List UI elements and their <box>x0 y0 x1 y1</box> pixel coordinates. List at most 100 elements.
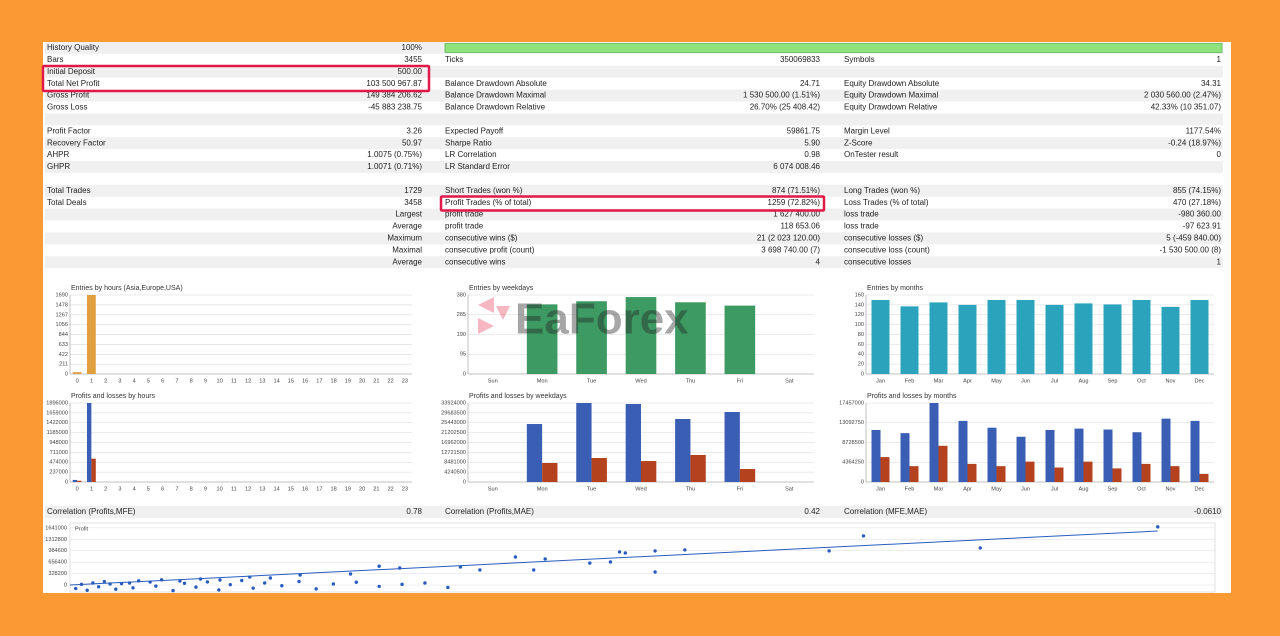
y-tick-label: 474000 <box>49 460 68 466</box>
bar <box>675 419 691 482</box>
row-value: 0.42 <box>804 507 820 516</box>
scatter-point <box>131 586 135 590</box>
row-value: 4 <box>816 257 821 266</box>
y-tick-label: 1422000 <box>46 420 68 426</box>
bar <box>86 295 96 374</box>
y-tick-label: 1056 <box>56 322 68 328</box>
row-value: 1729 <box>404 186 422 195</box>
row-label: LR Standard Error <box>445 162 510 171</box>
row-value: 0 <box>1217 150 1222 159</box>
row-label: Profit Trades (% of total) <box>445 198 532 207</box>
y-tick-label: 8481000 <box>444 460 466 466</box>
row-label: consecutive profit (count) <box>445 245 535 254</box>
x-tick-label: Jan <box>876 486 885 492</box>
highlight-box <box>439 195 826 212</box>
row-value: 1.0075 (0.75%) <box>367 150 422 159</box>
row-label: Profit Factor <box>47 126 91 135</box>
y-tick-label: 8728500 <box>842 440 864 446</box>
x-tick-label: Apr <box>963 378 972 384</box>
row-background <box>45 161 1223 173</box>
scatter-point <box>194 585 198 589</box>
bar <box>625 297 657 374</box>
x-tick-label: Wed <box>635 486 646 492</box>
scatter-point <box>348 572 353 576</box>
x-tick-label: 10 <box>217 378 223 384</box>
row-value: 3 698 740.00 (7) <box>761 245 820 254</box>
scatter-point <box>240 578 244 583</box>
bar <box>739 469 756 482</box>
scatter-point <box>171 588 175 593</box>
y-tick-label: 1690 <box>56 292 68 298</box>
x-tick-label: 3 <box>118 378 121 384</box>
x-tick-label: 5 <box>147 486 150 492</box>
scatter-point <box>861 534 866 538</box>
y-tick-label: 4364250 <box>842 460 864 466</box>
y-tick-label: 1659000 <box>46 410 68 416</box>
x-tick-label: Oct <box>1137 486 1146 492</box>
row-background <box>45 184 1223 197</box>
x-tick-label: 23 <box>402 486 408 492</box>
scatter-point <box>102 579 107 584</box>
y-tick-label: 1312800 <box>45 537 67 543</box>
bar <box>86 403 92 482</box>
row-label: Correlation (Profits,MAE) <box>445 507 534 516</box>
x-tick-label: 10 <box>217 486 223 492</box>
row-label: LR Correlation <box>445 150 497 159</box>
bar <box>929 403 939 482</box>
x-tick-label: Tue <box>587 378 596 384</box>
x-tick-label: 15 <box>288 378 294 384</box>
row-value: -45 883 238.75 <box>368 103 422 112</box>
y-tick-label: 95 <box>460 352 466 358</box>
y-tick-label: 80 <box>858 332 864 338</box>
row-value: 500.00 <box>398 67 423 76</box>
bar <box>576 301 607 374</box>
chart-title: Profits and losses by months <box>867 393 957 400</box>
x-tick-label: Fri <box>737 486 744 492</box>
x-tick-label: 19 <box>345 486 351 492</box>
x-tick-label: 20 <box>359 378 365 384</box>
x-tick-label: Sun <box>488 486 498 492</box>
row-value: 34.31 <box>1201 79 1222 88</box>
y-tick-label: 1478 <box>56 302 68 308</box>
y-tick-label: 1185000 <box>47 430 68 436</box>
row-value: 5 (-459 840.00) <box>1166 234 1221 243</box>
bar <box>1199 473 1209 482</box>
x-tick-label: Wed <box>635 378 646 384</box>
row-label: profit trade <box>445 222 484 231</box>
scatter-point <box>314 587 318 591</box>
scatter-point <box>297 579 301 584</box>
scatter-point <box>96 585 101 589</box>
row-background <box>45 89 1223 102</box>
scatter-point <box>251 586 255 590</box>
row-background <box>45 256 1223 269</box>
x-tick-label: 5 <box>147 378 150 384</box>
y-tick-label: 25443000 <box>441 420 466 426</box>
row-value: 0.78 <box>406 507 422 516</box>
scatter-point <box>400 582 404 587</box>
x-tick-label: Sep <box>1108 486 1118 492</box>
y-tick-label: 211 <box>59 362 68 368</box>
y-tick-label: 29683500 <box>441 410 466 416</box>
scatter-point <box>532 568 536 572</box>
highlight-box <box>41 64 431 93</box>
bar <box>958 304 977 374</box>
bar <box>526 424 543 482</box>
x-tick-label: 14 <box>274 486 280 492</box>
row-value: 5.90 <box>804 138 820 147</box>
row-label: Total Net Profit <box>47 79 100 88</box>
chart-title: Profits and losses by hours <box>71 393 156 400</box>
row-label: Initial Deposit <box>47 67 96 76</box>
row-value: 2 030 560.00 (2.47%) <box>1144 91 1221 100</box>
x-tick-label: 4 <box>133 486 136 492</box>
bar <box>72 372 82 374</box>
row-label: History Quality <box>47 43 99 52</box>
scatter-point <box>478 568 482 572</box>
scatter-point <box>513 555 518 559</box>
row-label: Total Trades <box>47 186 91 195</box>
row-label: Equity Drawdown Absolute <box>844 79 940 88</box>
y-tick-label: 4240500 <box>444 470 466 476</box>
row-value: 470 (27.18%) <box>1173 198 1221 207</box>
row-value: 1.0071 (0.71%) <box>367 162 422 171</box>
y-tick-label: 285 <box>457 312 466 318</box>
x-tick-label: Dec <box>1195 486 1205 492</box>
